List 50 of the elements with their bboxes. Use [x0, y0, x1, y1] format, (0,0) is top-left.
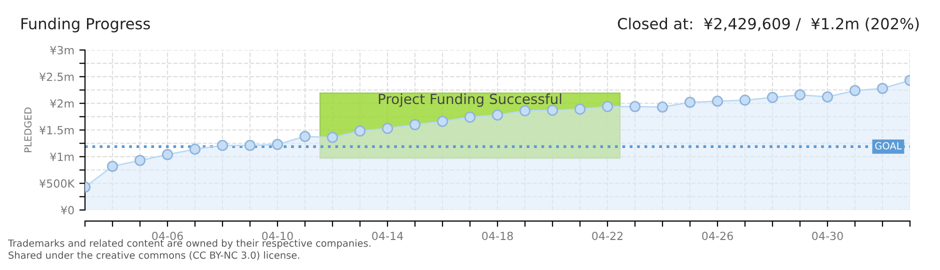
- y-tick-label: ¥0: [60, 206, 74, 214]
- y-axis-title: PLEDGED: [24, 108, 32, 152]
- point: [849, 84, 861, 96]
- annotation: Project Funding Successful: [378, 93, 562, 107]
- point: [766, 92, 778, 104]
- y-tick-label: ¥500K: [39, 179, 75, 188]
- point: [354, 126, 366, 137]
- x-tick-label: 04-06: [152, 232, 183, 240]
- point: [216, 140, 228, 152]
- point: [299, 130, 311, 142]
- point: [876, 82, 888, 94]
- point: [822, 91, 834, 102]
- x-tick-label: 04-14: [372, 232, 404, 240]
- point: [629, 100, 641, 112]
- point: [656, 102, 668, 113]
- y-tick-label: ¥1m: [50, 152, 74, 161]
- point: [272, 138, 284, 150]
- point: [436, 116, 448, 128]
- x-tick-label: 04-30: [812, 232, 843, 240]
- y-tick-label: ¥2.5m: [39, 72, 74, 82]
- point: [574, 104, 586, 115]
- chart-title: Funding Progress: [22, 18, 150, 32]
- point: [409, 119, 421, 130]
- point: [106, 160, 118, 172]
- point: [519, 105, 531, 116]
- point: [244, 140, 256, 152]
- point: [602, 100, 614, 112]
- text: Shared under the creative commons (CC BY-NC 3.0) license.: [8, 251, 300, 260]
- point: [464, 112, 476, 123]
- ref-line-label: GOAL: [875, 142, 902, 150]
- x-tick-label: 04-26: [702, 232, 733, 240]
- point: [189, 144, 201, 155]
- y-tick-label: ¥1.5m: [39, 126, 74, 134]
- point: [326, 132, 338, 144]
- chart-subtitle: Closed at: ¥2,429,609 / ¥1.2m (202%): [618, 18, 919, 32]
- point: [684, 96, 696, 108]
- x-tick-label: 04-18: [482, 232, 513, 240]
- point: [712, 96, 724, 107]
- point: [382, 122, 394, 134]
- y-tick-label: ¥3m: [50, 46, 74, 54]
- x-tick-label: 04-22: [592, 232, 623, 240]
- point: [134, 154, 146, 166]
- y-tick-label: ¥2m: [50, 99, 74, 108]
- point: [739, 94, 751, 106]
- point: [546, 104, 558, 116]
- point: [794, 89, 806, 100]
- text: Trademarks and related content are owned by their respective companies.: [8, 239, 370, 249]
- point: [492, 110, 504, 121]
- x-tick-label: 04-10: [262, 232, 293, 240]
- point: [162, 148, 174, 160]
